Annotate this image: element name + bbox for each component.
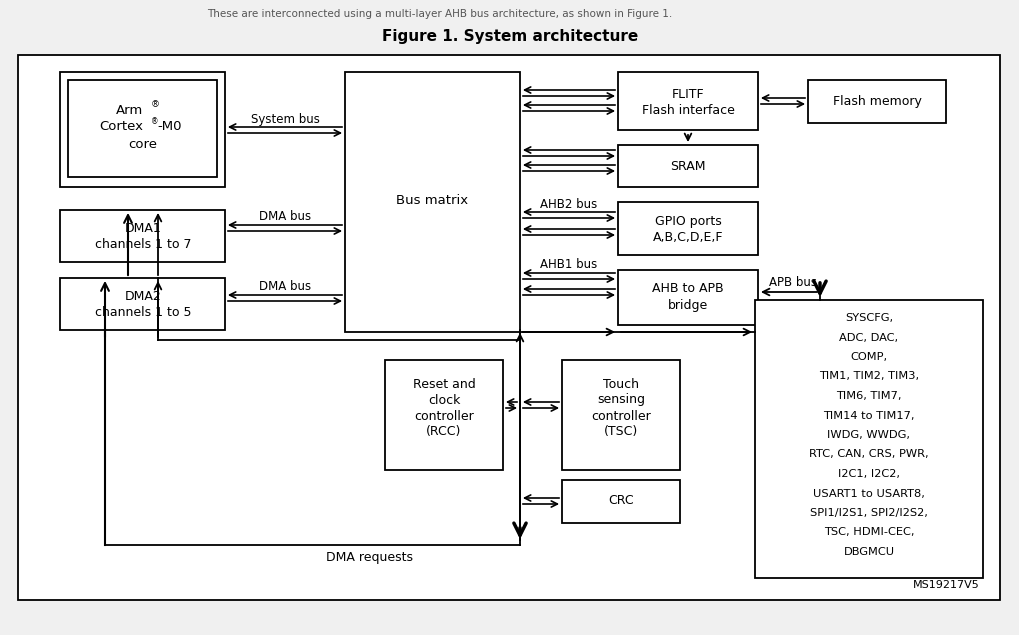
Bar (60, 72, 225, 187)
Bar (60, 278, 225, 330)
Text: DMA requests: DMA requests (326, 552, 413, 565)
Bar (754, 300, 982, 578)
Text: Arm: Arm (115, 104, 143, 116)
Text: bridge: bridge (667, 300, 707, 312)
Text: core: core (128, 138, 157, 152)
Bar (60, 210, 225, 262)
Bar (618, 202, 757, 255)
Text: SYSCFG,: SYSCFG, (844, 313, 893, 323)
Text: IWDG, WWDG,: IWDG, WWDG, (826, 430, 910, 440)
Text: ®: ® (151, 117, 158, 126)
Text: ®: ® (151, 100, 160, 109)
Text: A,B,C,D,E,F: A,B,C,D,E,F (652, 232, 722, 244)
Text: FLITF: FLITF (672, 88, 704, 100)
Text: COMP,: COMP, (850, 352, 887, 362)
Text: SPI1/I2S1, SPI2/I2S2,: SPI1/I2S1, SPI2/I2S2, (809, 508, 927, 518)
Text: ADC, DAC,: ADC, DAC, (839, 333, 898, 342)
Text: controller: controller (591, 410, 650, 422)
Text: AHB1 bus: AHB1 bus (540, 258, 597, 272)
Bar (344, 72, 520, 332)
Bar (807, 80, 945, 123)
Text: -M0: -M0 (157, 121, 181, 133)
Text: TSC, HDMI-CEC,: TSC, HDMI-CEC, (823, 528, 913, 537)
Text: TIM6, TIM7,: TIM6, TIM7, (836, 391, 901, 401)
Bar (384, 360, 502, 470)
Text: Bus matrix: Bus matrix (395, 194, 468, 206)
Text: RTC, CAN, CRS, PWR,: RTC, CAN, CRS, PWR, (808, 450, 928, 460)
Text: GPIO ports: GPIO ports (654, 215, 720, 227)
Text: channels 1 to 7: channels 1 to 7 (95, 237, 192, 250)
Text: System bus: System bus (251, 112, 319, 126)
Bar (561, 360, 680, 470)
Text: TIM1, TIM2, TIM3,: TIM1, TIM2, TIM3, (818, 371, 918, 382)
Text: MS19217V5: MS19217V5 (912, 580, 979, 590)
Text: DMA2: DMA2 (124, 290, 161, 302)
Bar (18, 55, 999, 600)
Bar (68, 80, 217, 177)
Text: SRAM: SRAM (669, 159, 705, 173)
Text: Cortex: Cortex (99, 121, 143, 133)
Text: AHB2 bus: AHB2 bus (540, 199, 597, 211)
Text: clock: clock (427, 394, 460, 406)
Text: controller: controller (414, 410, 474, 422)
Text: (TSC): (TSC) (603, 425, 638, 439)
Text: channels 1 to 5: channels 1 to 5 (95, 305, 192, 319)
Text: DMA bus: DMA bus (259, 210, 311, 224)
Text: DMA bus: DMA bus (259, 281, 311, 293)
Text: APB bus: APB bus (768, 276, 816, 288)
Text: DBGMCU: DBGMCU (843, 547, 894, 557)
Bar (561, 480, 680, 523)
Text: sensing: sensing (596, 394, 644, 406)
Text: CRC: CRC (607, 495, 633, 507)
Text: (RCC): (RCC) (426, 425, 462, 439)
Text: Reset and: Reset and (413, 377, 475, 391)
Text: Flash memory: Flash memory (832, 95, 920, 107)
Text: I2C1, I2C2,: I2C1, I2C2, (838, 469, 899, 479)
Text: TIM14 to TIM17,: TIM14 to TIM17, (822, 410, 914, 420)
Text: USART1 to USART8,: USART1 to USART8, (812, 488, 924, 498)
Text: DMA1: DMA1 (124, 222, 161, 234)
Text: Flash interface: Flash interface (641, 105, 734, 117)
Bar (618, 72, 757, 130)
Text: Touch: Touch (602, 377, 638, 391)
Bar (618, 270, 757, 325)
Text: Figure 1. System architecture: Figure 1. System architecture (381, 29, 638, 44)
Bar (618, 145, 757, 187)
Bar (18, 55, 999, 600)
Text: These are interconnected using a multi-layer AHB bus architecture, as shown in F: These are interconnected using a multi-l… (207, 9, 672, 19)
Text: AHB to APB: AHB to APB (651, 283, 723, 295)
